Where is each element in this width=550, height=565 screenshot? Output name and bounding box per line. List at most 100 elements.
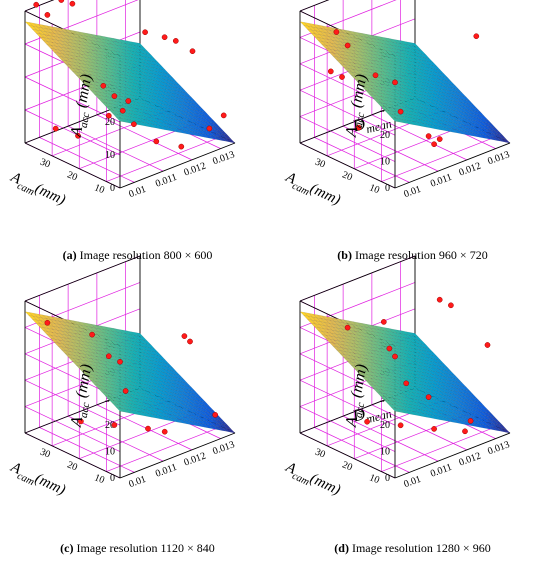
caption-label: (b) [337,248,352,262]
y-tick-label: 20 [341,459,354,473]
data-point [397,422,404,429]
data-point [142,29,148,36]
x-tick-label: 0.011 [429,172,454,190]
data-point [380,319,387,325]
caption-text: Image resolution 1120 × 840 [76,541,215,555]
y-tick-label: 20 [341,169,354,183]
data-point [372,72,379,79]
z-tick-label: 20 [105,420,115,431]
data-point [89,331,95,338]
z-axis-label: Aacc (mm) [68,73,99,140]
data-points [44,319,219,435]
caption-text: Image resolution 1280 × 960 [351,541,491,555]
y-tick-label: 30 [38,447,51,461]
data-point [44,319,51,326]
z-tick-label: 10 [105,447,115,458]
x-tick-label: 0.01 [402,184,422,200]
caption-label: (a) [62,248,77,262]
data-point [105,112,112,119]
data-point [33,1,40,8]
y-tick-label: 10 [93,182,106,196]
x-tick-label: 0.013 [486,149,511,167]
data-point [119,107,126,114]
z-tick-label: 0 [110,183,115,194]
z-tick-label: 10 [105,150,115,161]
data-point [484,342,491,348]
data-point [212,412,219,418]
caption-label: (d) [334,541,349,555]
x-tick-label: 0.01 [127,184,147,200]
caption-a: (a) Image resolution 800 × 600 [0,248,275,263]
data-point [181,333,188,339]
data-point [111,93,118,99]
data-point [467,418,474,424]
data-point [344,324,351,331]
data-point [344,42,351,49]
data-point [386,345,393,352]
data-points [33,0,227,150]
data-point [75,132,81,139]
data-point [339,74,345,80]
data-point [131,121,137,128]
x-tick-label: 0.01 [402,474,422,490]
surface [299,311,511,434]
data-point [161,428,168,435]
z-tick-label: 20 [105,117,115,128]
y-axis-label: Acam(mm) [6,169,68,211]
data-point [220,112,227,119]
data-point [431,141,437,148]
data-point [425,394,432,400]
chart-b: 010203040500.010.0110.0120.013102030Aacc… [281,0,511,211]
x-tick-label: 0.01 [127,474,147,490]
caption-c: (c) Image resolution 1120 × 840 [0,541,275,556]
data-point [392,353,398,360]
data-point [125,98,132,104]
x-tick-label: 0.011 [429,462,454,480]
data-point [117,358,123,365]
caption-text: Image resolution 960 × 720 [354,248,488,262]
z-axis-label: Aacc (mm) [343,363,374,430]
x-tick-label: 0.013 [211,439,236,457]
z-tick-label: 0 [110,473,115,484]
caption-b: (b) Image resolution 960 × 720 [275,248,550,263]
panel-d: 010203040500.010.0110.0120.013102030Aacc… [275,255,550,565]
data-point [327,68,334,75]
y-tick-label: 20 [66,169,79,183]
data-point [100,82,107,89]
data-point [52,125,59,132]
data-point [333,29,340,35]
surface [24,311,236,434]
data-points [344,296,491,435]
data-point [189,48,196,55]
caption-d: (d) Image resolution 1280 × 960 [275,541,550,556]
x-tick-label: 0.012 [183,161,208,179]
y-axis-label: Acam(mm) [281,459,343,501]
data-point [448,302,454,309]
y-tick-label: 10 [368,472,381,486]
z-axis-label: Aacc (mm) [343,73,374,140]
z-tick-label: 20 [380,420,390,431]
data-point [392,79,398,86]
data-point [431,426,437,432]
data-point [44,12,51,18]
z-tick-label: 10 [380,157,390,168]
data-point [206,125,213,132]
z-tick-label: 0 [385,473,390,484]
y-axis-label: Acam(mm) [281,169,343,211]
x-tick-label: 0.011 [154,172,179,190]
y-tick-label: 20 [66,459,79,473]
data-point [473,33,480,40]
data-point [436,296,443,303]
surface [299,21,511,144]
data-point [462,428,468,435]
data-point [436,136,443,142]
x-tick-label: 0.013 [486,439,511,457]
y-tick-label: 30 [313,157,326,171]
y-axis-label: Acam(mm) [6,459,68,501]
z-tick-label: 10 [380,447,390,458]
panel-b: 010203040500.010.0110.0120.013102030Aacc… [275,0,550,280]
z-axis-label: Aacc (mm) [68,363,99,430]
data-point [78,418,84,425]
data-point [425,133,432,139]
